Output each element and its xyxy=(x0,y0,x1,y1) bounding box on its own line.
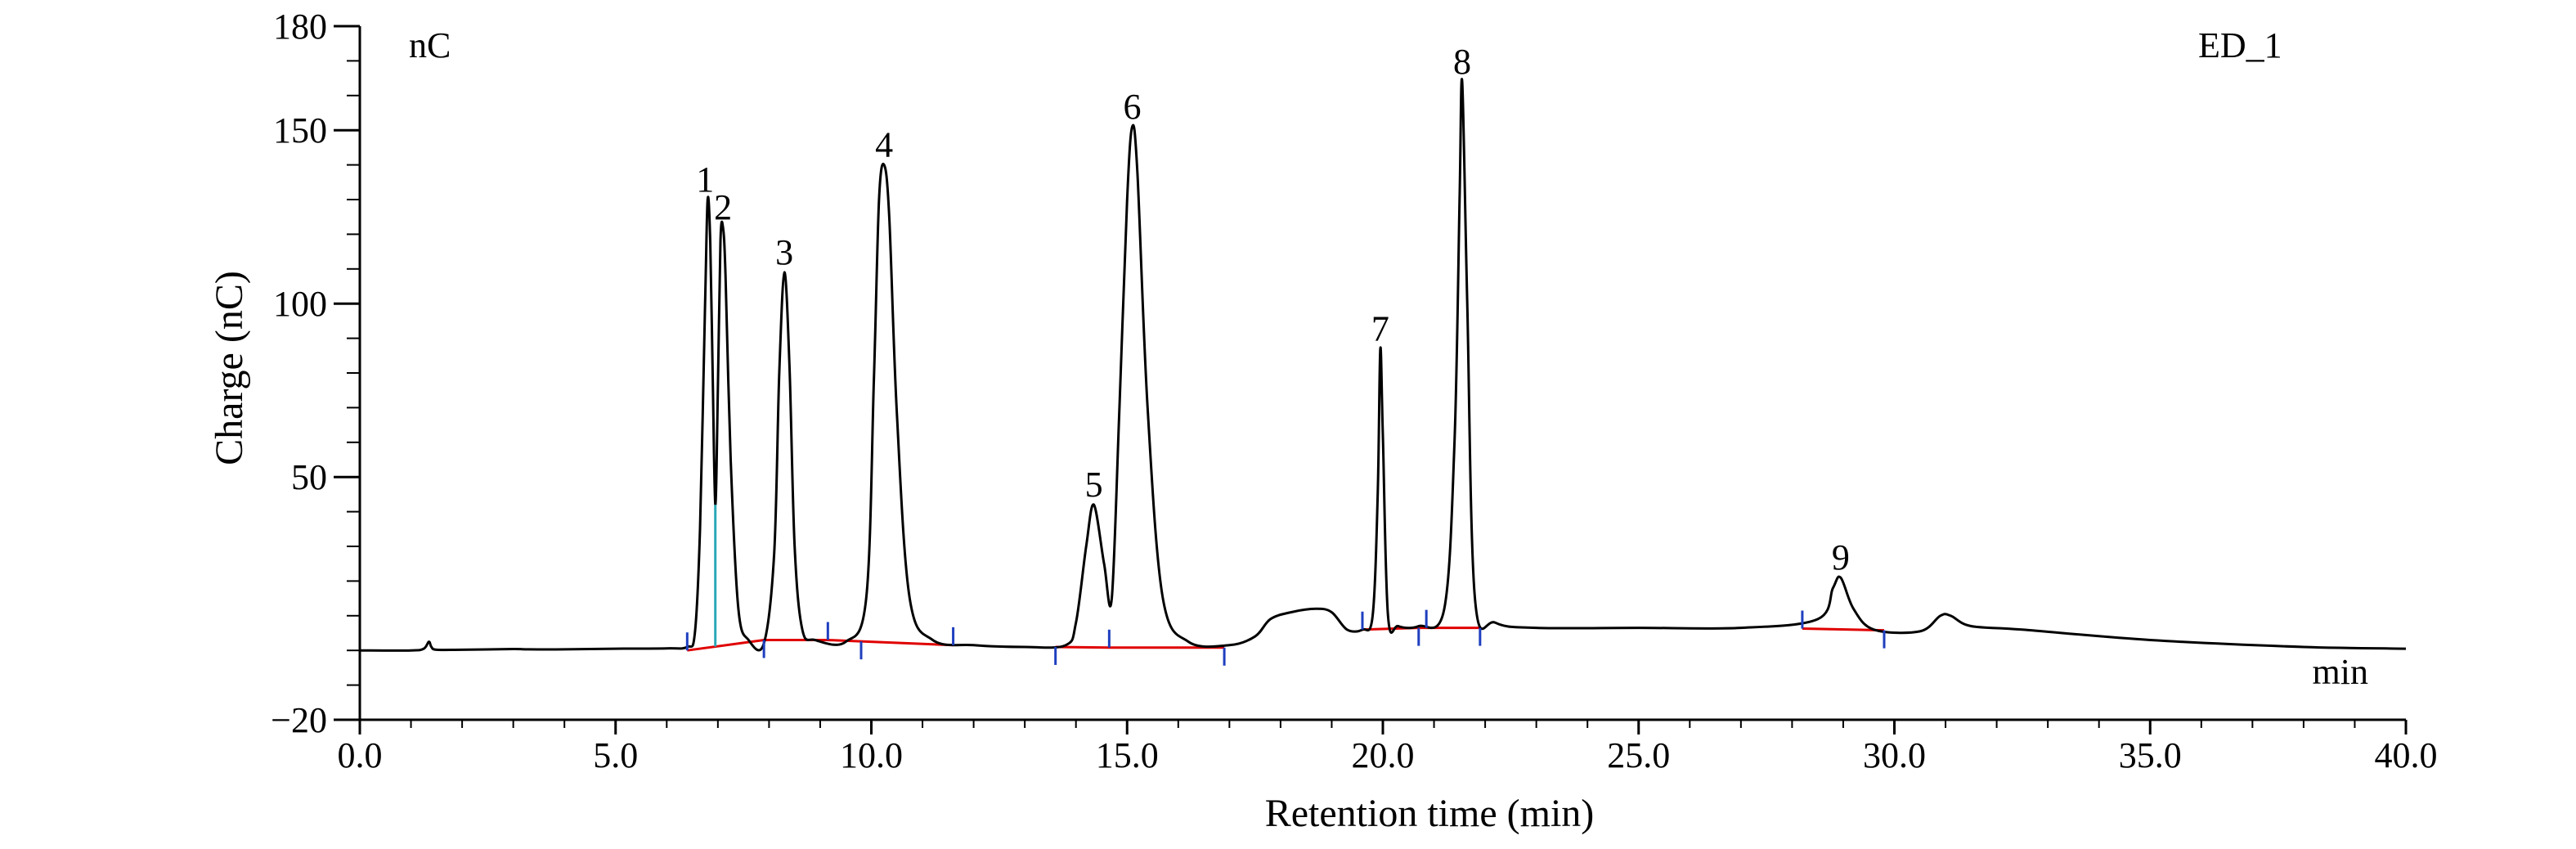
y-tick-label: 100 xyxy=(273,284,327,324)
x-tick-label: 20.0 xyxy=(1352,735,1415,775)
peak-label: 4 xyxy=(875,125,893,165)
labels-layer: 12 3 4 5 6 7 8 9 xyxy=(696,42,1850,577)
baseline-layer xyxy=(687,627,1885,652)
x-tick-label: 5.0 xyxy=(593,735,638,775)
x-tick-label: 15.0 xyxy=(1096,735,1159,775)
peak-label: 3 xyxy=(775,232,793,272)
x-tick-label: 10.0 xyxy=(840,735,903,775)
y-axis-title: Charge (nC) xyxy=(208,271,251,465)
y-tick-label: −20 xyxy=(271,700,327,740)
axes-layer: 0.0 5.0 10.0 15.0 20.0 25.0 30.0 35.0 40.0 −20 50 1… xyxy=(271,7,2437,775)
trace-layer xyxy=(359,78,2407,652)
y-tick-label: 50 xyxy=(291,457,327,497)
x-tick-label: 25.0 xyxy=(1607,735,1670,775)
peak-label: 1 xyxy=(696,159,714,200)
integration-baseline xyxy=(687,639,954,652)
chromatogram-trace xyxy=(359,78,2407,652)
y-unit-label: nC xyxy=(409,25,451,65)
x-tick-label: 30.0 xyxy=(1863,735,1926,775)
peak-label: 7 xyxy=(1371,308,1389,348)
integration-baseline xyxy=(1362,627,1480,631)
peak-label: 5 xyxy=(1085,465,1103,505)
y-tick-label: 180 xyxy=(273,7,327,47)
trace-name-label: ED_1 xyxy=(2198,25,2282,65)
peak-label: 6 xyxy=(1124,87,1142,127)
integration-baseline xyxy=(1802,627,1885,632)
x-axis-title: Retention time (min) xyxy=(1265,792,1595,835)
peak-label: 2 xyxy=(714,187,732,227)
marks-layer xyxy=(685,505,1886,666)
x-unit-label: min xyxy=(2313,652,2368,692)
x-tick-label: 40.0 xyxy=(2375,735,2438,775)
x-tick-label: 35.0 xyxy=(2119,735,2182,775)
y-tick-label: 150 xyxy=(273,110,327,150)
peak-label: 9 xyxy=(1832,537,1850,577)
peak-label: 8 xyxy=(1453,42,1471,82)
x-tick-label: 0.0 xyxy=(338,735,383,775)
